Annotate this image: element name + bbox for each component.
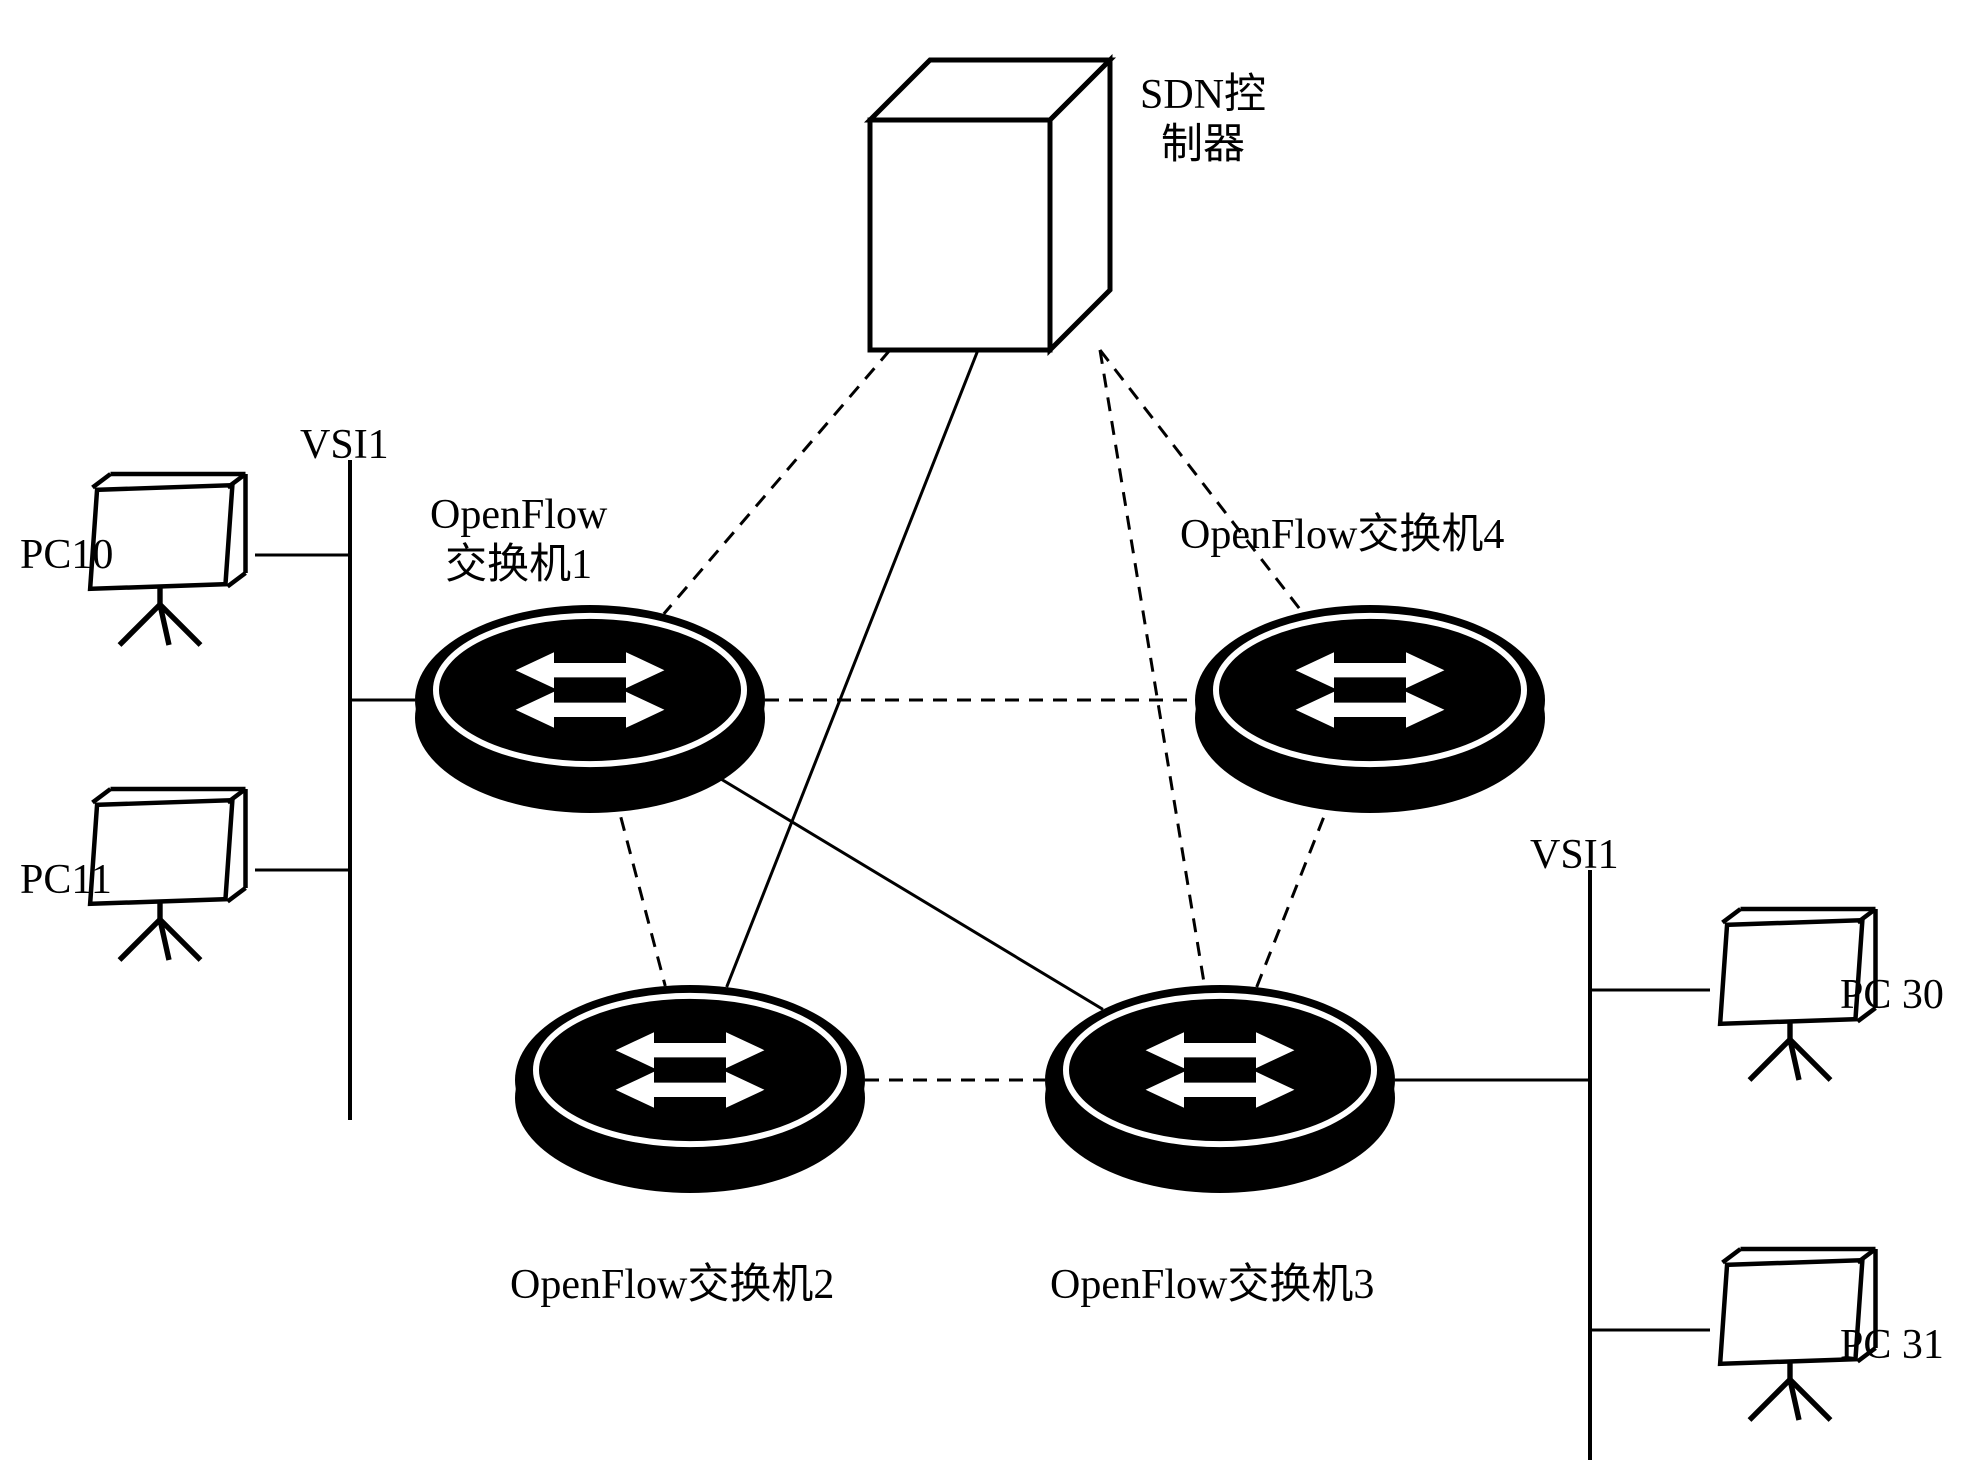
pc30-label: PC 30 [1840,970,1944,1020]
nodes-layer [90,60,1875,1420]
link-controller_bl-sw1 [664,350,890,614]
link-controller_br-sw3 [1100,350,1204,985]
switch3-label: OpenFlow交换机3 [1050,1260,1374,1310]
link-controller_bm-sw2 [727,350,978,987]
pc11-icon [90,789,245,960]
vsi-right-label: VSI1 [1530,830,1619,880]
switch4-label: OpenFlow交换机4 [1180,510,1504,560]
controller-label: SDN控制器 [1140,70,1266,171]
pc11-label: PC11 [20,855,112,905]
pc10-label: PC10 [20,530,113,580]
switch2-label: OpenFlow交换机2 [510,1260,834,1310]
controller-front [870,120,1050,350]
vsi-left-label: VSI1 [300,420,389,470]
pc10-icon [90,474,245,645]
switch1-label: OpenFlow交换机1 [430,490,607,591]
link-sw3-sw4 [1257,793,1334,987]
link-sw1-sw2 [615,794,666,986]
pc31-label: PC 31 [1840,1320,1944,1370]
diagram-canvas [0,0,1968,1480]
link-controller_br-sw4 [1100,350,1302,612]
